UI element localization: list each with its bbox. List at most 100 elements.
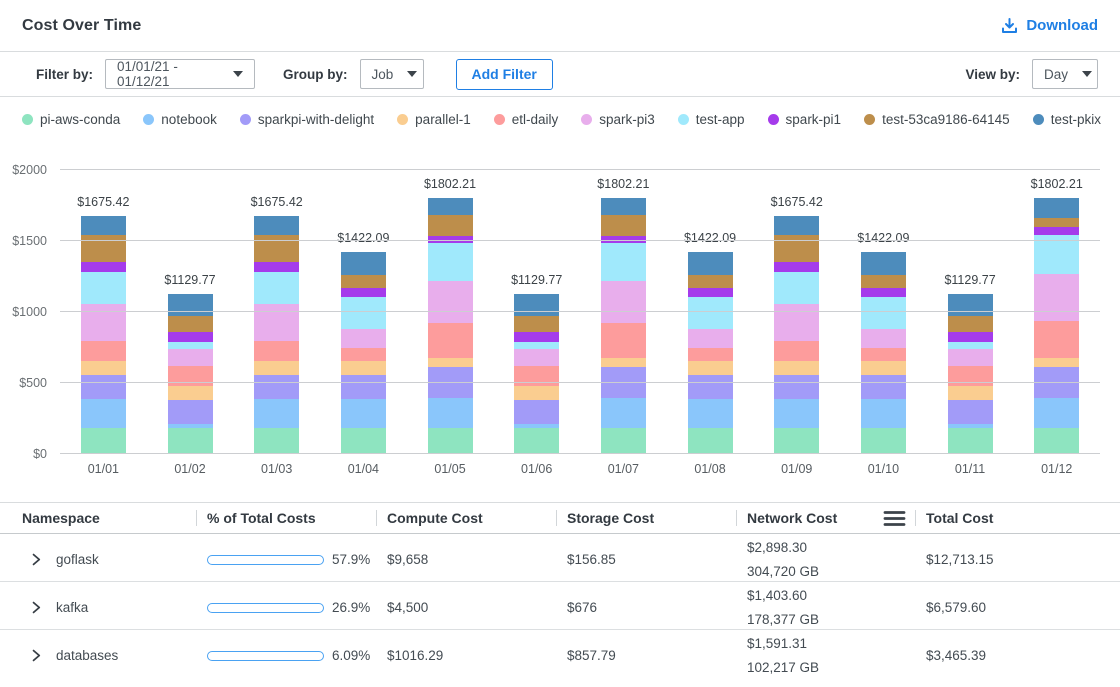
bar-segment-notebook[interactable]	[1034, 397, 1080, 428]
expand-row-button[interactable]	[30, 649, 42, 662]
bar-segment-pi-aws-conda[interactable]	[427, 427, 473, 454]
bar-segment-spark-pi1[interactable]	[427, 236, 473, 244]
bar-segment-test-app[interactable]	[514, 341, 560, 349]
expand-row-button[interactable]	[30, 601, 42, 614]
bar-segment-test-pkix[interactable]	[80, 216, 126, 235]
bar-segment-sparkpi-with-delight[interactable]	[514, 400, 560, 425]
bar-segment-etl-daily[interactable]	[340, 347, 386, 362]
bar-segment-spark-pi3[interactable]	[167, 348, 213, 366]
bar-segment-parallel-1[interactable]	[514, 385, 560, 401]
bar-segment-spark-pi1[interactable]	[80, 261, 126, 272]
bar-segment-spark-pi3[interactable]	[860, 329, 906, 348]
bar-segment-spark-pi3[interactable]	[947, 348, 993, 366]
bar-segment-test-53ca9186-64145[interactable]	[600, 214, 646, 237]
bar-segment-etl-daily[interactable]	[774, 341, 820, 362]
bar-segment-spark-pi1[interactable]	[340, 287, 386, 298]
bar-segment-etl-daily[interactable]	[254, 341, 300, 362]
bar-segment-parallel-1[interactable]	[167, 385, 213, 401]
bar-segment-test-53ca9186-64145[interactable]	[167, 315, 213, 332]
bar-segment-sparkpi-with-delight[interactable]	[80, 375, 126, 400]
column-menu-button[interactable]	[883, 510, 906, 527]
bar-segment-pi-aws-conda[interactable]	[80, 427, 126, 454]
bar-segment-parallel-1[interactable]	[1034, 358, 1080, 368]
bar-segment-test-pkix[interactable]	[514, 293, 560, 316]
bar-segment-parallel-1[interactable]	[427, 358, 473, 368]
bar-segment-test-pkix[interactable]	[600, 198, 646, 215]
bar-segment-pi-aws-conda[interactable]	[1034, 427, 1080, 454]
bar-segment-sparkpi-with-delight[interactable]	[254, 375, 300, 400]
bar-segment-sparkpi-with-delight[interactable]	[340, 375, 386, 400]
bar-segment-test-pkix[interactable]	[774, 216, 820, 235]
bar-segment-parallel-1[interactable]	[687, 361, 733, 376]
bar-segment-notebook[interactable]	[340, 399, 386, 428]
bar-segment-test-pkix[interactable]	[1034, 198, 1080, 219]
bar-segment-test-53ca9186-64145[interactable]	[947, 315, 993, 332]
date-range-select[interactable]: 01/01/21 - 01/12/21	[105, 59, 256, 89]
bar-segment-etl-daily[interactable]	[600, 323, 646, 359]
bar-segment-test-app[interactable]	[947, 341, 993, 349]
bar-segment-test-53ca9186-64145[interactable]	[80, 234, 126, 262]
bar-segment-spark-pi3[interactable]	[80, 304, 126, 342]
bar-segment-etl-daily[interactable]	[514, 366, 560, 386]
download-button[interactable]: Download	[1001, 17, 1098, 34]
bar-segment-pi-aws-conda[interactable]	[860, 427, 906, 454]
bar-segment-notebook[interactable]	[774, 399, 820, 428]
bar-segment-notebook[interactable]	[514, 424, 560, 428]
bar-segment-parallel-1[interactable]	[254, 361, 300, 376]
legend-item-test-app[interactable]: test-app	[677, 112, 745, 127]
bar-segment-test-pkix[interactable]	[340, 252, 386, 276]
bar-segment-notebook[interactable]	[80, 399, 126, 428]
bar-segment-test-53ca9186-64145[interactable]	[774, 234, 820, 262]
bar-segment-test-app[interactable]	[600, 243, 646, 281]
bar-segment-test-app[interactable]	[167, 341, 213, 349]
bar-segment-parallel-1[interactable]	[947, 385, 993, 401]
bar-segment-test-pkix[interactable]	[254, 216, 300, 235]
bar-segment-test-53ca9186-64145[interactable]	[1034, 218, 1080, 227]
bar-segment-sparkpi-with-delight[interactable]	[860, 375, 906, 400]
bar-segment-sparkpi-with-delight[interactable]	[947, 400, 993, 425]
bar-segment-spark-pi3[interactable]	[687, 329, 733, 348]
bar-segment-pi-aws-conda[interactable]	[254, 427, 300, 454]
bar-segment-pi-aws-conda[interactable]	[600, 427, 646, 454]
bar-segment-notebook[interactable]	[860, 399, 906, 428]
bar-segment-pi-aws-conda[interactable]	[167, 427, 213, 454]
bar-segment-spark-pi3[interactable]	[254, 304, 300, 342]
legend-item-test-53ca9186-64145[interactable]: test-53ca9186-64145	[864, 112, 1010, 127]
bar-segment-test-app[interactable]	[340, 297, 386, 330]
bar-segment-spark-pi3[interactable]	[514, 348, 560, 366]
bar-segment-spark-pi1[interactable]	[1034, 226, 1080, 235]
bar-segment-notebook[interactable]	[600, 397, 646, 428]
bar-segment-spark-pi3[interactable]	[427, 280, 473, 324]
view-by-select[interactable]: Day	[1032, 59, 1098, 89]
bar-segment-test-53ca9186-64145[interactable]	[687, 275, 733, 288]
bar-segment-parallel-1[interactable]	[600, 358, 646, 368]
bar-segment-test-pkix[interactable]	[167, 293, 213, 316]
bar-segment-sparkpi-with-delight[interactable]	[687, 375, 733, 400]
bar-segment-etl-daily[interactable]	[1034, 321, 1080, 359]
bar-segment-test-53ca9186-64145[interactable]	[340, 275, 386, 288]
bar-segment-notebook[interactable]	[167, 424, 213, 428]
bar-segment-test-app[interactable]	[254, 271, 300, 305]
bar-segment-spark-pi1[interactable]	[254, 261, 300, 272]
bar-segment-spark-pi1[interactable]	[947, 331, 993, 342]
bar-segment-test-pkix[interactable]	[427, 198, 473, 215]
bar-segment-test-pkix[interactable]	[687, 252, 733, 276]
expand-row-button[interactable]	[30, 553, 42, 566]
bar-segment-parallel-1[interactable]	[774, 361, 820, 376]
bar-segment-spark-pi3[interactable]	[1034, 274, 1080, 322]
bar-segment-test-app[interactable]	[860, 297, 906, 330]
legend-item-etl-daily[interactable]: etl-daily	[493, 112, 558, 127]
bar-segment-pi-aws-conda[interactable]	[340, 427, 386, 454]
bar-segment-pi-aws-conda[interactable]	[514, 427, 560, 454]
bar-segment-test-53ca9186-64145[interactable]	[860, 275, 906, 288]
bar-segment-parallel-1[interactable]	[860, 361, 906, 376]
bar-segment-test-app[interactable]	[1034, 234, 1080, 275]
bar-segment-spark-pi1[interactable]	[774, 261, 820, 272]
bar-segment-spark-pi1[interactable]	[600, 236, 646, 244]
bar-segment-etl-daily[interactable]	[80, 341, 126, 362]
bar-segment-etl-daily[interactable]	[860, 347, 906, 362]
bar-segment-spark-pi3[interactable]	[774, 304, 820, 342]
bar-segment-etl-daily[interactable]	[947, 366, 993, 386]
legend-item-notebook[interactable]: notebook	[143, 112, 217, 127]
bar-segment-notebook[interactable]	[254, 399, 300, 428]
